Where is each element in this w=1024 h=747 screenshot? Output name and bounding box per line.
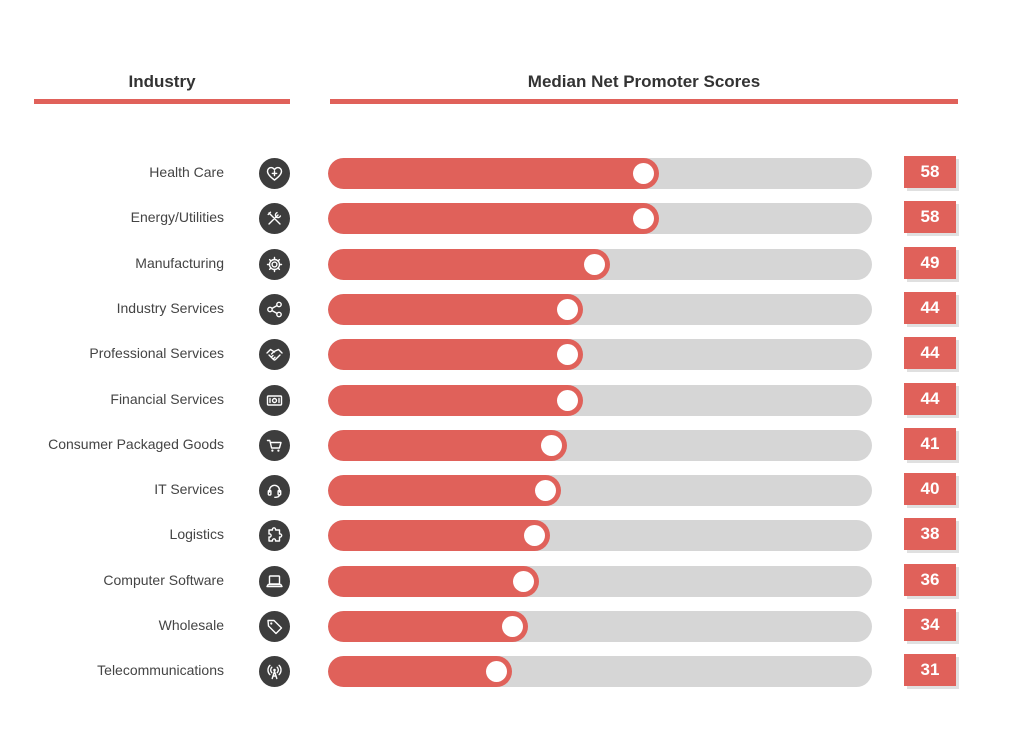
value-badge: 44 — [904, 337, 956, 370]
chart-title: Median Net Promoter Scores — [527, 72, 761, 91]
bar-fill — [328, 248, 611, 280]
value-badge: 58 — [904, 201, 956, 234]
category-label: IT Services — [154, 481, 224, 498]
bar-fill — [328, 339, 583, 371]
share-icon — [259, 293, 290, 325]
heart-plus-icon — [259, 158, 290, 189]
bar-track — [328, 248, 872, 280]
bar-track — [328, 203, 872, 235]
bar-fill — [328, 656, 513, 688]
bar-track — [328, 158, 872, 189]
category-label: Consumer Packaged Goods — [48, 435, 224, 452]
bar-track — [328, 429, 872, 461]
value-badge: 40 — [904, 473, 956, 506]
value-badge: 58 — [904, 156, 956, 188]
bar-knob — [502, 616, 524, 637]
bar-knob — [540, 434, 562, 456]
chart-row-health-care: Health Care 58 — [0, 156, 1024, 189]
category-label: Health Care — [149, 164, 224, 180]
chart-row-logistics: Logistics 38 — [0, 518, 1024, 552]
bar-fill — [328, 565, 540, 597]
chart-row-energy-utilities: Energy/Utilities 58 — [0, 201, 1024, 235]
bar-knob — [556, 298, 578, 320]
bar-knob — [513, 570, 535, 592]
chart-row-industry-services: Industry Services 44 — [0, 291, 1024, 325]
bar-track — [328, 565, 872, 597]
chart-row-financial-services: Financial Services 44 — [0, 382, 1024, 416]
category-label: Industry Services — [116, 299, 224, 316]
bar-fill — [328, 475, 562, 507]
chart-title-rule — [330, 99, 958, 104]
tools-icon — [259, 203, 290, 235]
chart-row-it-services: IT Services 40 — [0, 473, 1024, 507]
cart-icon — [259, 429, 290, 461]
gear-icon — [259, 248, 290, 280]
bar-fill — [328, 384, 583, 416]
bar-knob — [556, 344, 578, 366]
bar-knob — [524, 525, 546, 547]
money-icon — [259, 384, 290, 416]
industry-title-rule — [34, 99, 290, 104]
chart-row-professional-services: Professional Services 44 — [0, 337, 1024, 371]
headset-icon — [259, 475, 290, 507]
bar-knob — [633, 208, 655, 230]
bar-knob — [486, 661, 508, 683]
bar-knob — [556, 389, 578, 411]
bar-fill — [328, 293, 583, 325]
value-badge: 44 — [904, 382, 956, 415]
category-label: Energy/Utilities — [130, 209, 224, 226]
category-label: Financial Services — [110, 390, 224, 407]
category-label: Professional Services — [89, 345, 224, 362]
bar-fill — [328, 429, 567, 461]
chart-row-consumer-packaged-goods: Consumer Packaged Goods 41 — [0, 427, 1024, 461]
chart-row-telecommunications: Telecommunications 31 — [0, 654, 1024, 688]
category-label: Manufacturing — [135, 254, 224, 271]
bar-track — [328, 475, 872, 507]
bar-track — [328, 520, 872, 552]
industry-column-title: Industry — [128, 72, 196, 91]
bar-knob — [633, 163, 655, 184]
value-badge: 36 — [904, 563, 956, 596]
bar-track — [328, 384, 872, 416]
bar-track — [328, 611, 872, 642]
chart-row-wholesale: Wholesale 34 — [0, 609, 1024, 642]
bar-fill — [328, 158, 660, 189]
value-badge: 49 — [904, 246, 956, 279]
bar-fill — [328, 203, 660, 235]
puzzle-icon — [259, 520, 290, 552]
category-label: Computer Software — [103, 571, 224, 588]
value-badge: 38 — [904, 518, 956, 551]
antenna-icon — [259, 656, 290, 688]
bar-knob — [535, 480, 557, 502]
value-badge: 34 — [904, 609, 956, 641]
bar-fill — [328, 520, 551, 552]
value-badge: 44 — [904, 291, 956, 324]
bar-track — [328, 339, 872, 371]
bar-knob — [584, 253, 606, 275]
bar-track — [328, 293, 872, 325]
bar-track — [328, 656, 872, 688]
tag-icon — [259, 611, 290, 642]
category-label: Telecommunications — [97, 662, 224, 679]
category-label: Logistics — [169, 526, 224, 543]
chart-row-computer-software: Computer Software 36 — [0, 563, 1024, 597]
category-label: Wholesale — [158, 617, 224, 633]
chart-row-manufacturing: Manufacturing 49 — [0, 246, 1024, 280]
handshake-icon — [259, 339, 290, 371]
value-badge: 31 — [904, 654, 956, 687]
value-badge: 41 — [904, 427, 956, 460]
laptop-icon — [259, 565, 290, 597]
bar-fill — [328, 611, 529, 642]
